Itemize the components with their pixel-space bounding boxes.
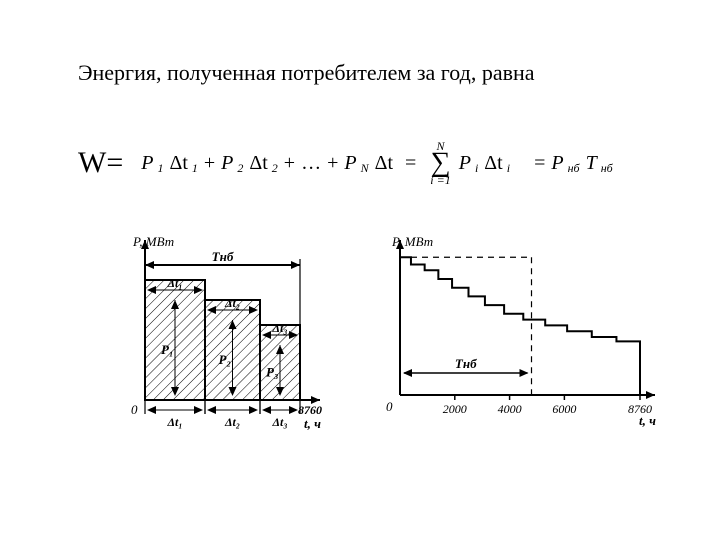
svg-text:Tнб: Tнб xyxy=(212,249,234,264)
svg-text:Δt₁: Δt₁ xyxy=(166,415,182,429)
svg-text:6000: 6000 xyxy=(552,402,576,416)
svg-text:P₁: P₁ xyxy=(161,342,173,357)
energy-formula: W= P 1 Δt 1 + P 2 Δt 2 + … + P N Δt = N … xyxy=(78,140,613,186)
title-text: Энергия, полученная потребителем за год,… xyxy=(78,60,535,86)
sub-nb2: нб xyxy=(601,161,613,176)
svg-text:Δt₂: Δt₂ xyxy=(224,296,240,310)
svg-text:t, ч: t, ч xyxy=(304,416,321,431)
plus-3: + xyxy=(327,152,338,175)
sub-1b: 1 xyxy=(192,161,198,176)
svg-text:8760: 8760 xyxy=(298,403,322,417)
term-Pi: P xyxy=(459,152,471,175)
sub-1a: 1 xyxy=(157,161,163,176)
svg-text:P₃: P₃ xyxy=(266,365,278,380)
sum-symbol: ∑ xyxy=(431,152,451,174)
sub-2b: 2 xyxy=(272,161,278,176)
sub-2a: 2 xyxy=(237,161,243,176)
dots: … xyxy=(301,152,321,175)
eq-1: = xyxy=(405,152,416,175)
sum-block: N ∑ i =1 xyxy=(430,140,450,186)
plus-2: + xyxy=(284,152,295,175)
term-PN: P xyxy=(344,152,356,175)
term-dti: Δt xyxy=(484,152,502,175)
term-Tnb: T xyxy=(586,152,597,175)
svg-text:P₂: P₂ xyxy=(219,352,231,367)
right-duration-curve: P, МВт0t, ч2000400060008760Tнб xyxy=(370,225,670,435)
page: Энергия, полученная потребителем за год,… xyxy=(0,0,720,540)
plus-1: + xyxy=(204,152,215,175)
svg-text:Δt₃: Δt₃ xyxy=(271,321,287,335)
sub-i2: i xyxy=(507,161,510,176)
sub-nb1: нб xyxy=(568,161,580,176)
svg-text:Δt₃: Δt₃ xyxy=(271,415,287,429)
sub-Na: N xyxy=(361,161,369,176)
sum-bottom: i =1 xyxy=(430,174,450,186)
formula-W: W= xyxy=(78,146,123,180)
svg-text:0: 0 xyxy=(131,402,138,417)
svg-text:0: 0 xyxy=(386,399,393,414)
left-step-diagram: P, МВт 0 8760t, ч Tнб Δt₁ P₁ Δt₁ Δt₂ P₂ Δt₂ Δt₃ P₃ Δ… xyxy=(110,225,350,435)
svg-text:Δt₂: Δt₂ xyxy=(224,415,240,429)
eq-2: = xyxy=(534,152,545,175)
sub-i1: i xyxy=(475,161,478,176)
svg-text:Tнб: Tнб xyxy=(455,356,477,371)
term-Pnb: P xyxy=(551,152,563,175)
svg-text:2000: 2000 xyxy=(443,402,467,416)
svg-text:8760: 8760 xyxy=(628,402,652,416)
term-dt1: Δt xyxy=(169,152,187,175)
term-dt2: Δt xyxy=(249,152,267,175)
term-P1: P xyxy=(141,152,153,175)
svg-text:P, МВт: P, МВт xyxy=(391,234,433,249)
svg-text:4000: 4000 xyxy=(498,402,522,416)
term-dtN: Δt xyxy=(375,152,393,175)
svg-text:P, МВт: P, МВт xyxy=(132,234,174,249)
term-P2: P xyxy=(221,152,233,175)
svg-text:Δt₁: Δt₁ xyxy=(166,276,182,290)
